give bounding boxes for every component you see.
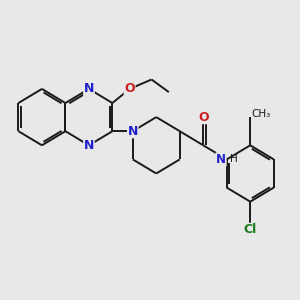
Text: O: O — [198, 111, 208, 124]
Text: N: N — [128, 125, 138, 138]
Text: Cl: Cl — [244, 224, 257, 236]
Text: N: N — [84, 82, 94, 95]
Text: CH₃: CH₃ — [252, 109, 271, 119]
Text: N: N — [216, 153, 226, 166]
Text: O: O — [124, 82, 135, 95]
Text: H: H — [230, 154, 238, 164]
Text: N: N — [84, 139, 94, 152]
